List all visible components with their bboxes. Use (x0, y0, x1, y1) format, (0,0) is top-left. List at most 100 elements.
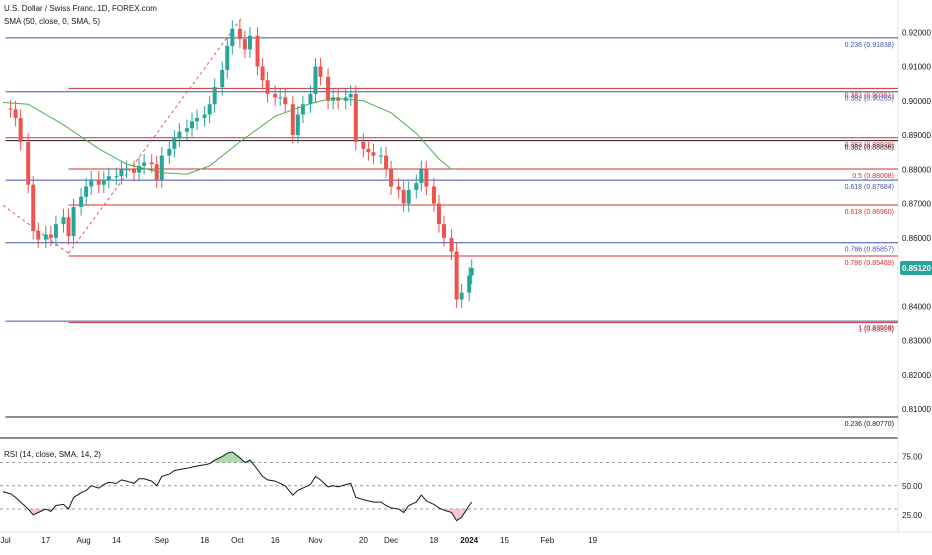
candle-body (353, 93, 358, 142)
candle-body (366, 148, 371, 153)
candle-body (114, 176, 119, 178)
candle-body (26, 141, 31, 185)
fib-level-label: 0.236 (0.80770) (845, 421, 894, 428)
candle-body (220, 69, 225, 88)
time-tick-label: Jul (0, 536, 10, 545)
rsi-overbought-fill (232, 451, 240, 463)
rsi-tick-label: 25.00 (902, 511, 923, 520)
time-tick-label: 14 (112, 536, 121, 545)
fib-level-label: 0.5 (0.88008) (852, 173, 894, 180)
candle-body (142, 162, 147, 166)
candle-body (459, 292, 464, 300)
rsi-oversold-fill (33, 509, 39, 515)
time-tick-label: 15 (500, 536, 509, 545)
rsi-legend: RSI (14, close, SMA, 14, 2) (4, 450, 101, 459)
fib-level-label: 1 (0.83569) (858, 325, 894, 332)
price-tick-label: 0.81000 (902, 405, 931, 414)
candle-body (119, 169, 124, 177)
price-tick-label: 0.91000 (902, 63, 931, 72)
candle-body (190, 121, 194, 129)
candle-body (336, 97, 341, 101)
rsi-overbought-fill (227, 451, 233, 463)
candle-body (414, 183, 419, 190)
current-price-badge (900, 260, 932, 275)
rsi-line (2, 451, 473, 522)
candle-body (43, 234, 48, 240)
candle-body (89, 179, 94, 187)
time-tick-label: Feb (540, 536, 554, 545)
candle-body (431, 186, 436, 204)
candle-body (371, 152, 376, 156)
candle-body (132, 169, 137, 173)
candle-body (396, 186, 401, 190)
time-tick-label: Sep (155, 536, 170, 545)
price-tick-label: 0.90000 (902, 97, 931, 106)
candle-body (401, 189, 406, 204)
candle-body (313, 66, 318, 94)
candle-body (101, 179, 106, 185)
candle-body (300, 104, 305, 115)
fib-level-label: 0.786 (0.85857) (845, 247, 894, 254)
candle-body (379, 155, 383, 157)
candle-body (96, 179, 101, 185)
fib-level-label: 0.618 (0.86960) (845, 209, 894, 216)
candle-body (167, 148, 172, 156)
candle-body (389, 169, 394, 187)
candle-body (278, 97, 283, 99)
trend-line (68, 16, 243, 254)
candle-body (230, 28, 235, 46)
fib-level-label: 0.382 (0.90361) (845, 92, 894, 99)
price-tick-label: 0.87000 (902, 200, 931, 209)
time-tick-label: Nov (308, 536, 322, 545)
candle-body (137, 165, 142, 173)
candle-body (242, 39, 247, 50)
time-tick-label: Oct (231, 536, 244, 545)
candle-body (384, 155, 389, 170)
candle-body (331, 97, 336, 101)
candle-body (326, 76, 331, 101)
fib-level-label: 0.382 (0.88836) (845, 145, 894, 152)
candle-body (237, 28, 242, 40)
candle-body (273, 93, 278, 98)
candle-body (212, 87, 217, 105)
fib-level-label: 0.618 (0.87684) (845, 184, 894, 191)
candle-body (71, 207, 76, 237)
candle-body (84, 186, 89, 197)
price-tick-label: 0.92000 (902, 28, 931, 37)
candle-body (406, 189, 411, 204)
candle-body (467, 275, 472, 293)
candle-body (225, 45, 230, 70)
time-tick-label: 2024 (460, 536, 478, 545)
candle-body (419, 169, 424, 184)
candle-body (36, 230, 41, 240)
candle-body (18, 117, 23, 142)
candle-body (255, 35, 260, 67)
price-tick-label: 0.89000 (902, 131, 931, 140)
candle-body (318, 66, 323, 77)
candle-body (149, 162, 154, 165)
rsi-overbought-fill (214, 456, 223, 463)
rsi-oversold-fill (461, 509, 470, 518)
time-tick-label: 19 (588, 536, 597, 545)
fib-level-label: 0.382 (0.90265) (845, 96, 894, 103)
candle-body (79, 196, 84, 208)
time-tick-label: Dec (384, 536, 398, 545)
candle-body (66, 217, 71, 237)
candle-body (124, 169, 129, 171)
candle-body (247, 35, 252, 50)
sma-legend: SMA (50, close, 0, SMA, 5) (4, 17, 101, 26)
candle-body (13, 109, 18, 118)
time-tick-label: 18 (200, 536, 209, 545)
candle-body (159, 155, 164, 180)
candle-body (260, 66, 265, 81)
candle-body (106, 176, 111, 180)
candle-body (424, 169, 429, 187)
candle-body (449, 237, 454, 252)
price-tick-label: 0.82000 (902, 371, 931, 380)
candle-body (436, 203, 441, 225)
candle-body (195, 117, 200, 122)
chart-title: U.S. Dollar / Swiss Franc, 1D, FOREX.com (4, 4, 157, 13)
candle-body (61, 217, 66, 225)
